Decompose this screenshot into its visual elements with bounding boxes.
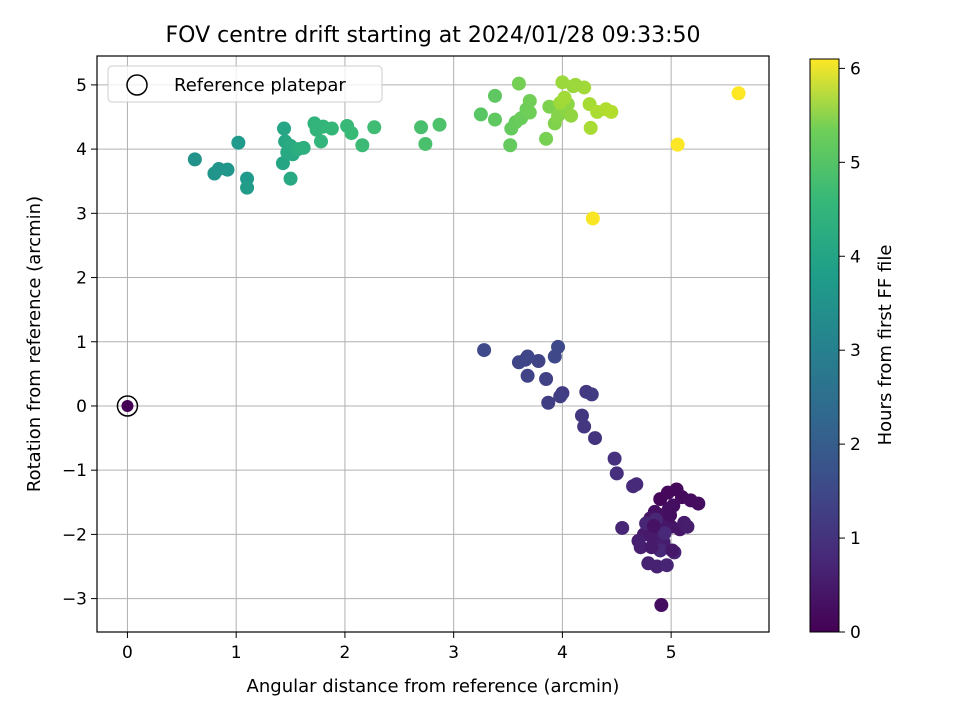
data-point bbox=[588, 431, 603, 446]
data-point bbox=[607, 451, 622, 466]
data-point bbox=[522, 105, 537, 120]
colorbar-tick-label: 1 bbox=[850, 529, 861, 549]
data-point bbox=[539, 371, 554, 386]
y-tick-label: 1 bbox=[76, 333, 87, 353]
data-point bbox=[553, 389, 568, 404]
data-point bbox=[577, 419, 592, 434]
legend-label: Reference platepar bbox=[174, 75, 346, 96]
colorbar-tick-label: 4 bbox=[850, 247, 861, 267]
data-point bbox=[541, 395, 556, 410]
x-tick-label: 0 bbox=[122, 643, 133, 663]
data-point bbox=[609, 466, 624, 481]
y-tick-label: −1 bbox=[62, 461, 87, 481]
data-point bbox=[551, 339, 566, 354]
data-point bbox=[657, 526, 672, 541]
data-point bbox=[663, 508, 678, 523]
data-point bbox=[585, 211, 600, 226]
data-point bbox=[644, 540, 659, 555]
data-point bbox=[539, 131, 554, 146]
data-point bbox=[240, 180, 255, 195]
data-point bbox=[367, 120, 382, 135]
y-tick-label: 3 bbox=[76, 204, 87, 224]
data-point bbox=[659, 558, 674, 573]
data-point bbox=[503, 138, 518, 153]
y-tick-label: 0 bbox=[76, 397, 87, 417]
plot-frame bbox=[96, 55, 770, 633]
x-tick-label: 2 bbox=[340, 643, 351, 663]
data-point bbox=[355, 138, 370, 153]
data-point bbox=[314, 134, 328, 149]
data-point bbox=[522, 93, 537, 108]
data-point bbox=[604, 104, 619, 119]
data-point bbox=[324, 121, 339, 136]
data-point bbox=[520, 349, 535, 364]
data-point bbox=[520, 368, 535, 383]
data-point bbox=[531, 354, 546, 369]
data-point bbox=[564, 108, 579, 123]
x-tick-label: 4 bbox=[557, 643, 568, 663]
data-point bbox=[665, 543, 680, 558]
legend: Reference platepar bbox=[107, 65, 383, 103]
y-tick-label: 4 bbox=[76, 140, 87, 160]
reference-platepar-marker bbox=[116, 395, 139, 417]
data-point bbox=[557, 90, 572, 105]
data-point bbox=[432, 117, 447, 132]
y-axis-ticks: −3 −2 −1 0 1 2 3 4 5 bbox=[62, 76, 97, 610]
data-point bbox=[344, 126, 359, 141]
colorbar-label: Hours from first FF file bbox=[875, 245, 896, 446]
legend-marker-icon bbox=[126, 74, 148, 96]
data-point bbox=[583, 120, 598, 135]
y-tick-label: 5 bbox=[76, 76, 87, 96]
data-point bbox=[691, 496, 706, 511]
data-points bbox=[116, 75, 746, 613]
data-point bbox=[646, 519, 661, 534]
data-point bbox=[275, 156, 290, 171]
data-point bbox=[121, 399, 134, 412]
data-point bbox=[231, 135, 246, 150]
data-point bbox=[670, 137, 685, 152]
data-point bbox=[414, 120, 429, 135]
data-point bbox=[654, 598, 669, 613]
data-point bbox=[473, 107, 488, 122]
data-point bbox=[487, 88, 502, 103]
data-point bbox=[187, 152, 202, 167]
data-point bbox=[418, 136, 433, 151]
y-tick-label: −3 bbox=[62, 590, 87, 610]
x-tick-label: 3 bbox=[448, 643, 459, 663]
x-tick-label: 5 bbox=[666, 643, 677, 663]
data-point bbox=[568, 77, 583, 92]
data-point bbox=[220, 162, 235, 177]
data-point bbox=[477, 343, 492, 358]
data-point bbox=[633, 540, 648, 555]
colorbar-tick-label: 6 bbox=[850, 59, 861, 79]
data-point bbox=[277, 121, 292, 136]
colorbar-tick-label: 3 bbox=[850, 341, 861, 361]
colorbar-ticks: 0 1 2 3 4 5 6 bbox=[839, 59, 861, 643]
data-point bbox=[626, 479, 641, 494]
data-point bbox=[680, 519, 695, 534]
data-point bbox=[615, 520, 630, 535]
data-point bbox=[574, 408, 589, 423]
colorbar-tick-label: 5 bbox=[850, 153, 861, 173]
y-tick-label: 2 bbox=[76, 269, 87, 289]
colorbar bbox=[809, 58, 840, 633]
y-axis-label: Rotation from reference (arcmin) bbox=[24, 196, 45, 492]
data-point bbox=[584, 387, 599, 402]
chart-title: FOV centre drift starting at 2024/01/28 … bbox=[166, 23, 701, 48]
x-axis-label: Angular distance from reference (arcmin) bbox=[247, 676, 620, 697]
legend-box bbox=[107, 65, 383, 103]
data-point bbox=[283, 171, 298, 186]
data-point bbox=[731, 86, 746, 101]
data-point bbox=[487, 112, 502, 127]
colorbar-tick-label: 0 bbox=[850, 623, 861, 643]
data-point bbox=[296, 140, 311, 155]
x-tick-label: 1 bbox=[231, 643, 242, 663]
colorbar-tick-label: 2 bbox=[850, 435, 861, 455]
data-point bbox=[511, 76, 526, 91]
y-tick-label: −2 bbox=[62, 525, 87, 545]
x-axis-ticks: 0 1 2 3 4 5 bbox=[122, 632, 677, 663]
data-point bbox=[555, 75, 570, 90]
data-point bbox=[542, 99, 557, 114]
